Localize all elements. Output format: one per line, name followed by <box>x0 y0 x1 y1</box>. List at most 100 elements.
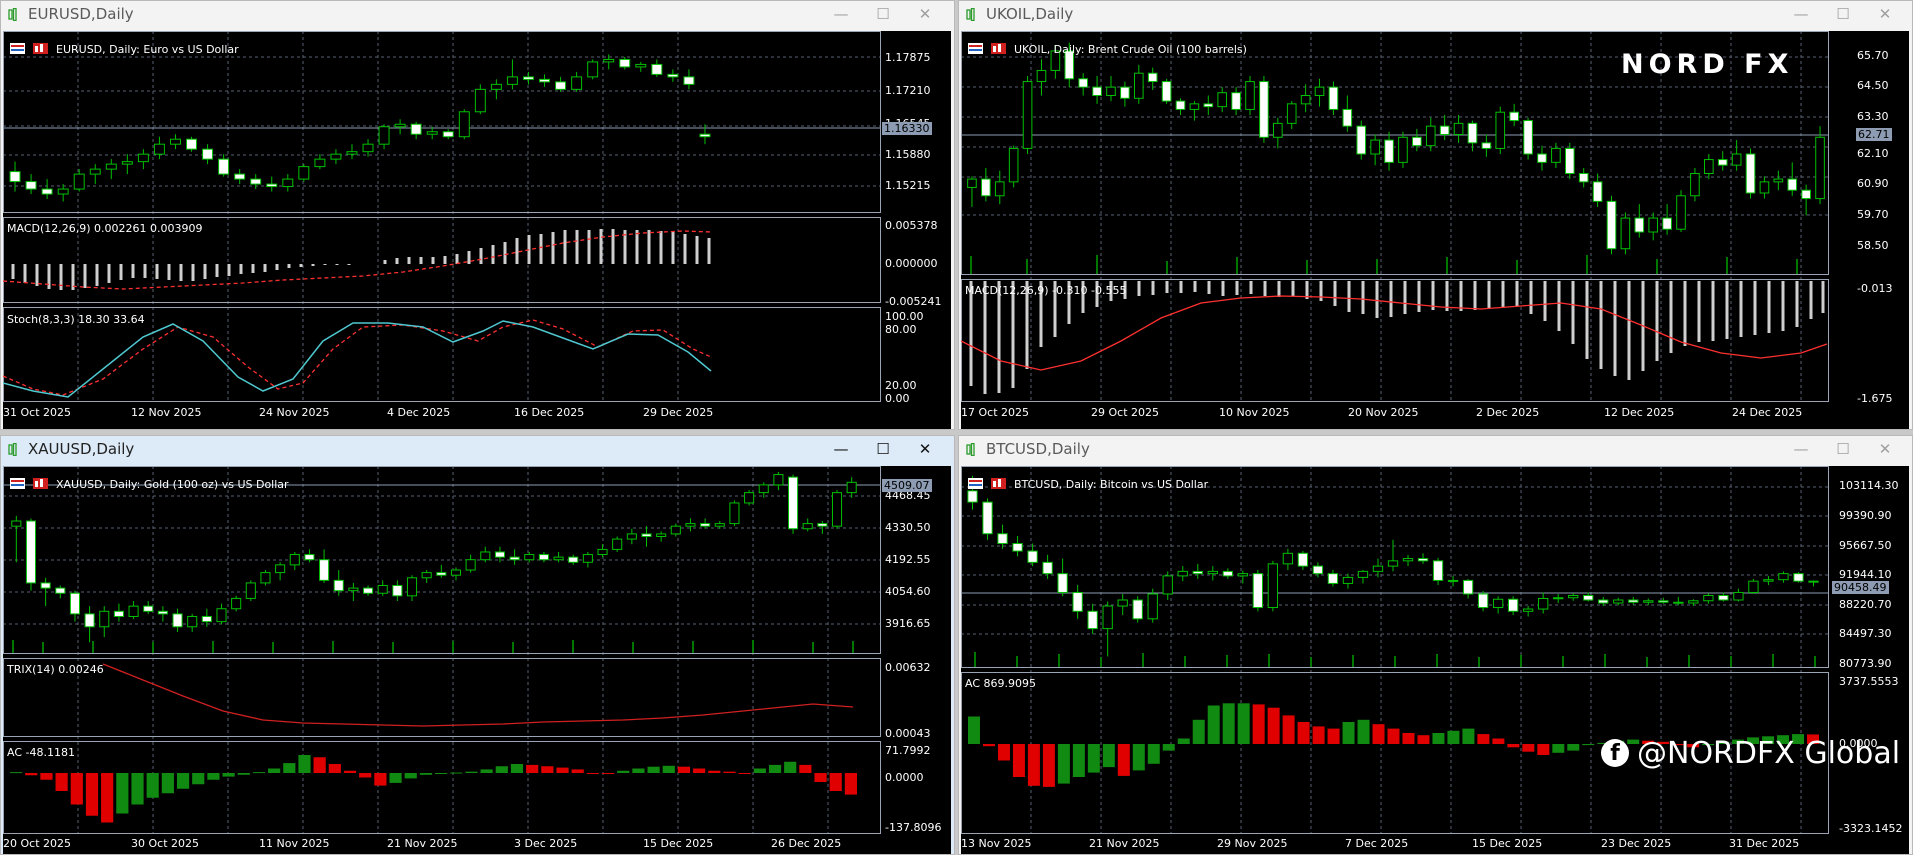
ukoil-chart-area[interactable]: UKOIL, Daily: Brent Crude Oil (100 barre… <box>961 31 1909 429</box>
candle-body <box>1312 565 1324 575</box>
eurusd-chart-svg[interactable] <box>3 31 951 429</box>
candle-body <box>1259 81 1269 138</box>
candle-body <box>1648 217 1659 233</box>
ac-tick: 0.0000 <box>1839 737 1878 750</box>
btcusd-chart-svg[interactable] <box>961 466 1909 854</box>
window-title: XAUUSD,Daily <box>28 440 135 458</box>
candle-body <box>121 161 133 165</box>
candle-body <box>1481 142 1492 149</box>
candle-body <box>1189 103 1200 110</box>
candle-body <box>218 158 230 175</box>
symbol-label: XAUUSD, Daily: Gold (100 oz) vs US Dolla… <box>10 478 289 491</box>
candle-body <box>1161 81 1172 102</box>
xauusd-titlebar[interactable]: XAUUSD,Daily — ☐ ✕ <box>1 436 954 463</box>
date-tick: 4 Dec 2025 <box>387 406 451 419</box>
ac-bar <box>1762 736 1775 744</box>
candle-body <box>298 166 310 180</box>
btcusd-window[interactable]: BTCUSD,Daily — ☐ ✕ BTCUSD, Daily: Bitcoi… <box>958 435 1913 855</box>
eurusd-titlebar[interactable]: EURUSD,Daily — ☐ ✕ <box>1 1 954 28</box>
ukoil-macd <box>969 281 1825 394</box>
candle-body <box>128 605 139 617</box>
ac-bar <box>1117 744 1130 776</box>
minimize-button[interactable]: — <box>833 440 849 458</box>
window-title: BTCUSD,Daily <box>986 440 1090 458</box>
btcusd-chart-area[interactable]: BTCUSD, Daily: Bitcoin vs US Dollar AC 8… <box>961 466 1909 854</box>
eurusd-window[interactable]: EURUSD,Daily — ☐ ✕ EURUSD, Daily: Euro v… <box>0 0 955 430</box>
candle-body <box>788 476 799 530</box>
maximize-button[interactable]: ☐ <box>876 5 890 23</box>
candle-body <box>744 492 755 504</box>
ac-bar <box>1102 744 1115 768</box>
candle-body <box>1327 573 1339 584</box>
minimize-button[interactable]: — <box>1793 440 1809 458</box>
btcusd-titlebar[interactable]: BTCUSD,Daily — ☐ ✕ <box>959 436 1912 463</box>
ac-bar <box>708 770 721 773</box>
ukoil-window[interactable]: UKOIL,Daily — ☐ ✕ UKOIL, Daily: Brent Cr… <box>958 0 1913 430</box>
ukoil-titlebar[interactable]: UKOIL,Daily — ☐ ✕ <box>959 1 1912 28</box>
facebook-icon: f <box>1601 739 1629 767</box>
symbol-description: UKOIL, Daily: Brent Crude Oil (100 barre… <box>1014 43 1247 56</box>
date-tick: 12 Dec 2025 <box>1604 406 1675 419</box>
ac-bar <box>116 773 129 814</box>
candle-body <box>250 178 262 185</box>
candle-body <box>319 559 330 581</box>
ukoil-chart-svg[interactable] <box>961 31 1909 429</box>
trix-line <box>102 663 854 727</box>
ac-bar <box>586 773 599 774</box>
date-tick: 15 Dec 2025 <box>643 837 714 850</box>
ac-bar <box>101 773 114 823</box>
close-button[interactable]: ✕ <box>1878 5 1892 23</box>
close-button[interactable]: ✕ <box>1878 440 1892 458</box>
candle-body <box>1733 591 1744 601</box>
ac-bar <box>1192 719 1205 744</box>
ac-bar <box>1627 739 1640 744</box>
candle-body <box>509 556 520 561</box>
ac-bar <box>176 773 190 789</box>
eurusd-chart-area[interactable]: EURUSD, Daily: Euro vs US Dollar MACD(12… <box>3 31 951 429</box>
ac-bar <box>40 773 53 780</box>
chart-type-icon <box>991 43 1006 54</box>
price-tick: 1.15880 <box>885 148 931 161</box>
candle-body <box>1523 120 1533 155</box>
date-tick: 26 Dec 2025 <box>771 837 842 850</box>
candle-body <box>1120 86 1130 99</box>
candle-body <box>1495 111 1506 149</box>
ac-bar <box>617 770 630 773</box>
xauusd-chart-svg[interactable] <box>3 466 951 854</box>
ukoil-volume <box>970 255 1798 274</box>
minimize-button[interactable]: — <box>833 5 849 23</box>
candle-body <box>1778 573 1789 581</box>
candle-body <box>553 556 564 561</box>
xauusd-window[interactable]: XAUUSD,Daily — ☐ ✕ XAUUSD, Daily: Gold (… <box>0 435 955 855</box>
candle-body <box>1008 147 1019 183</box>
ac-bar <box>1357 719 1370 744</box>
candle-body <box>1384 139 1394 163</box>
candle-body <box>41 188 53 195</box>
candle-body <box>1192 570 1203 575</box>
candle-body <box>1507 598 1519 612</box>
ukoil-pane-borders <box>961 31 1829 402</box>
candle-body <box>266 183 278 188</box>
maximize-button[interactable]: ☐ <box>876 440 890 458</box>
ac-bar <box>997 744 1010 761</box>
candle-body <box>330 153 342 160</box>
candle-body <box>1207 570 1218 575</box>
close-button[interactable]: ✕ <box>918 440 932 458</box>
candle-body <box>69 592 80 615</box>
maximize-button[interactable]: ☐ <box>1836 5 1850 23</box>
candle-body <box>1387 560 1399 567</box>
ac-bar <box>1657 741 1670 744</box>
candle-body <box>73 173 85 190</box>
xauusd-chart-area[interactable]: XAUUSD, Daily: Gold (100 oz) vs US Dolla… <box>3 466 951 854</box>
ac-bar <box>1027 744 1040 786</box>
candle-body <box>421 572 432 579</box>
candle-body <box>314 158 326 168</box>
minimize-button[interactable]: — <box>1793 5 1809 23</box>
maximize-button[interactable]: ☐ <box>1836 440 1850 458</box>
chart-window-icon <box>966 443 975 456</box>
candle-body <box>187 615 198 628</box>
ac-bar <box>1702 744 1715 746</box>
close-button[interactable]: ✕ <box>918 5 932 23</box>
ukoil-candles <box>967 42 1825 255</box>
ac-bar <box>465 771 478 773</box>
